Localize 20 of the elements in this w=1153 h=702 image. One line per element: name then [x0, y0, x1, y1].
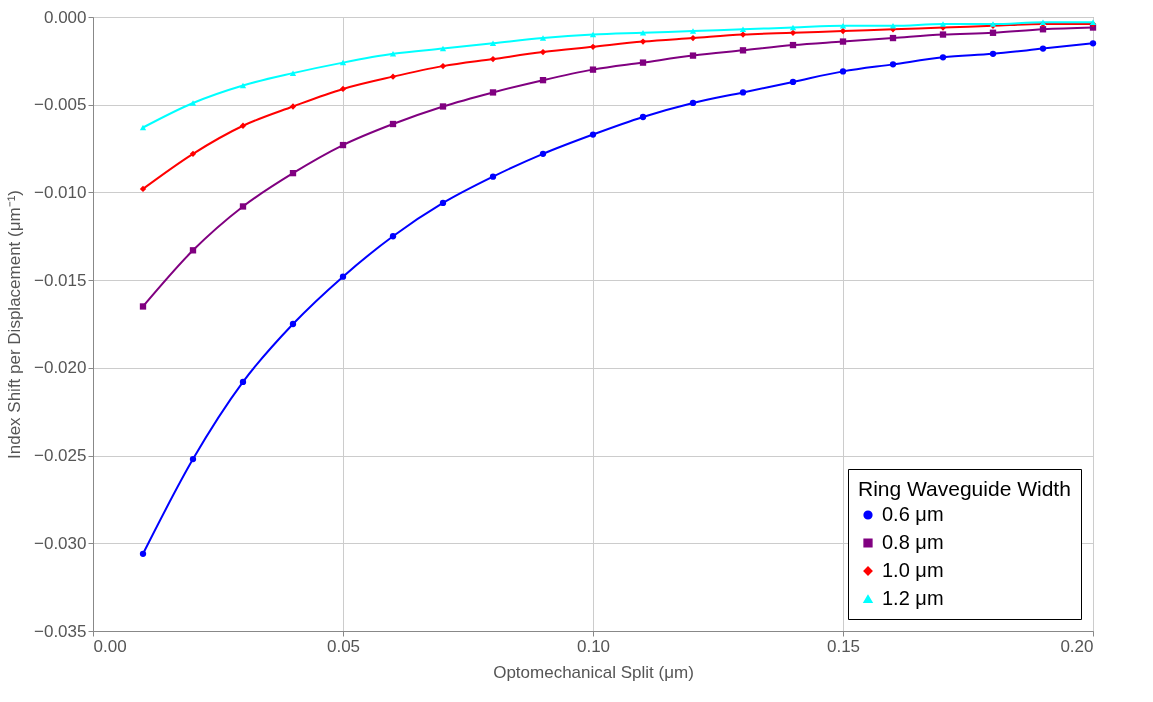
y-tick-label: −0.035	[34, 621, 87, 641]
legend-label: 0.8 μm	[882, 531, 944, 553]
x-tick-label: 0.05	[326, 636, 361, 656]
y-tick-label: −0.005	[34, 95, 87, 115]
y-axis-title: Index Shift per Displacement (μm⁻¹)	[5, 190, 25, 459]
y-tick-label: −0.010	[34, 182, 87, 202]
y-tick-label: 0.000	[43, 7, 87, 27]
x-tick-label: 0.15	[826, 636, 861, 656]
legend-label: 1.0 μm	[882, 559, 944, 581]
x-tick-label: 0.20	[1060, 636, 1094, 656]
y-tick-label: −0.015	[34, 270, 87, 290]
y-tick-label: −0.030	[34, 533, 87, 553]
x-axis-title: Optomechanical Split (μm)	[493, 662, 694, 682]
legend-label: 0.6 μm	[882, 503, 944, 525]
y-tick-label: −0.025	[34, 446, 87, 466]
legend-title: Ring Waveguide Width	[858, 477, 1071, 500]
x-tick-label: 0.10	[576, 636, 611, 656]
legend-label: 1.2 μm	[882, 587, 944, 609]
x-tick-label: 0.00	[93, 636, 127, 656]
y-tick-label: −0.020	[34, 358, 87, 378]
